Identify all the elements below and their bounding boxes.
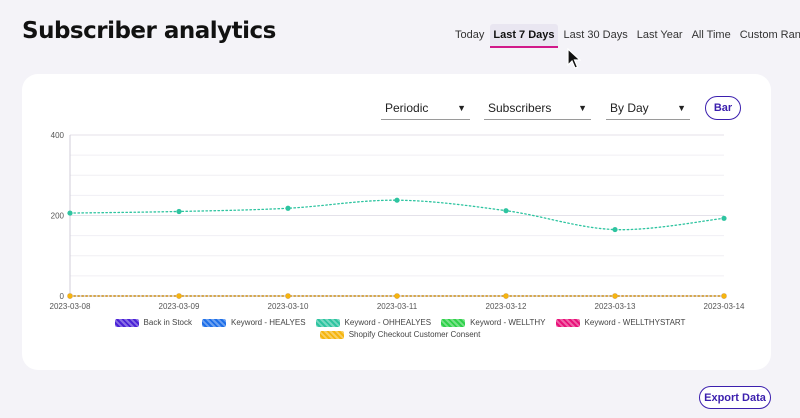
- caret-down-icon: ▼: [457, 102, 466, 113]
- y-tick-label: 400: [51, 131, 65, 140]
- x-tick-label: 2023-03-11: [377, 302, 418, 311]
- tab-last-year[interactable]: Last Year: [634, 24, 686, 46]
- legend-label: Shopify Checkout Customer Consent: [348, 330, 481, 339]
- legend-swatch: [319, 330, 344, 339]
- granularity-select[interactable]: By Day ▼: [606, 96, 690, 120]
- x-tick-label: 2023-03-10: [268, 302, 309, 311]
- caret-down-icon: ▼: [578, 102, 587, 113]
- tab-label: Last 7 Days: [493, 29, 555, 41]
- y-tick-label: 0: [60, 292, 65, 301]
- x-tick-label: 2023-03-14: [704, 302, 745, 311]
- mouse-pointer-icon: [567, 48, 581, 69]
- legend-swatch: [441, 318, 466, 327]
- tab-last-7-days[interactable]: Last 7 Days: [490, 24, 558, 48]
- tab-all-time[interactable]: All Time: [689, 24, 734, 46]
- legend-swatch: [555, 318, 580, 327]
- legend-swatch: [114, 318, 139, 327]
- export-data-button[interactable]: Export Data: [699, 386, 771, 409]
- data-point-shopify-checkout-customer-consent: [67, 293, 73, 299]
- page-title: Subscriber analytics: [22, 18, 276, 44]
- data-point-shopify-checkout-customer-consent: [721, 293, 727, 299]
- tab-label: All Time: [691, 29, 731, 41]
- tab-label: Last 30 Days: [563, 29, 628, 41]
- legend-item-keyword-healyes[interactable]: Keyword - HEALYES: [202, 318, 306, 327]
- x-tick-label: 2023-03-13: [595, 302, 636, 311]
- legend-swatch: [315, 318, 340, 327]
- data-point-keyword-ohhealyes: [176, 208, 182, 215]
- mode-select[interactable]: Periodic ▼: [381, 96, 470, 120]
- legend-item-back-in-stock[interactable]: Back in Stock: [114, 318, 192, 327]
- data-point-shopify-checkout-customer-consent: [285, 293, 291, 299]
- tab-label: Custom Range: [739, 29, 800, 41]
- data-point-shopify-checkout-customer-consent: [176, 293, 182, 299]
- data-point-keyword-ohhealyes: [67, 210, 73, 216]
- tab-label: Last Year: [636, 29, 683, 41]
- legend-item-shopify-checkout-customer-consent[interactable]: Shopify Checkout Customer Consent: [319, 330, 481, 339]
- granularity-select-value: By Day: [610, 100, 649, 115]
- data-point-keyword-ohhealyes: [394, 197, 400, 203]
- legend-label: Keyword - OHHEALYES: [344, 318, 432, 327]
- mode-select-value: Periodic: [385, 100, 429, 115]
- legend-item-keyword-wellthystart[interactable]: Keyword - WELLTHYSTART: [555, 318, 686, 327]
- tab-custom-range[interactable]: Custom Range▼: [737, 24, 800, 46]
- legend-label: Back in Stock: [143, 318, 192, 327]
- legend-swatch: [202, 318, 226, 327]
- legend-label: Keyword - HEALYES: [231, 318, 306, 327]
- legend-item-keyword-ohhealyes[interactable]: Keyword - OHHEALYES: [315, 318, 432, 327]
- metric-select-value: Subscribers: [488, 100, 552, 115]
- caret-down-icon: ▼: [677, 102, 686, 113]
- series-line-keyword-ohhealyes: [69, 199, 725, 231]
- y-tick-label: 200: [51, 212, 65, 221]
- tab-today[interactable]: Today: [452, 24, 487, 46]
- x-tick-label: 2023-03-09: [159, 302, 200, 311]
- date-range-tabs: Today Last 7 Days Last 30 Days Last Year…: [452, 24, 800, 48]
- legend-label: Keyword - WELLTHYSTART: [584, 318, 686, 327]
- tab-last-30-days[interactable]: Last 30 Days: [561, 24, 631, 46]
- metric-select[interactable]: Subscribers ▼: [484, 96, 591, 120]
- x-tick-label: 2023-03-12: [486, 302, 527, 311]
- chart-legend: Back in Stock Keyword - HEALYES Keyword - …: [60, 318, 740, 339]
- data-point-keyword-ohhealyes: [721, 215, 727, 221]
- data-point-shopify-checkout-customer-consent: [394, 293, 400, 299]
- data-point-keyword-ohhealyes: [285, 205, 291, 211]
- x-tick-label: 2023-03-08: [50, 302, 91, 311]
- tab-label: Today: [455, 29, 485, 41]
- data-point-shopify-checkout-customer-consent: [612, 293, 618, 299]
- chart-card: [22, 74, 771, 370]
- legend-label: Keyword - WELLTHY: [470, 318, 546, 327]
- data-point-keyword-ohhealyes: [612, 226, 618, 233]
- data-point-keyword-ohhealyes: [503, 208, 509, 214]
- legend-item-keyword-wellthy[interactable]: Keyword - WELLTHY: [441, 318, 546, 327]
- data-point-shopify-checkout-customer-consent: [503, 293, 509, 299]
- chart-type-toggle-button[interactable]: Bar: [705, 96, 741, 120]
